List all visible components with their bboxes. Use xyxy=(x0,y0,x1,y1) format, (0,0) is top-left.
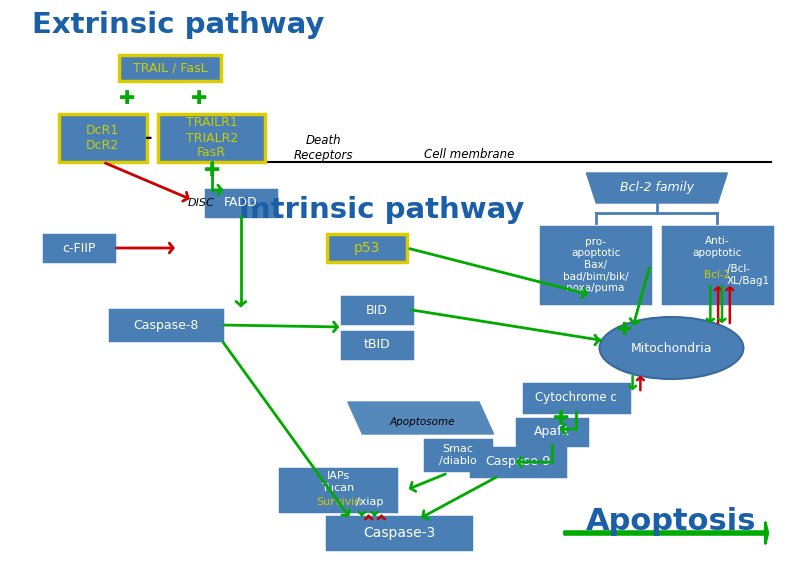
FancyBboxPatch shape xyxy=(119,55,221,81)
FancyBboxPatch shape xyxy=(280,469,397,511)
Text: Bcl-2: Bcl-2 xyxy=(703,270,729,280)
Text: Survivin: Survivin xyxy=(317,497,362,507)
FancyBboxPatch shape xyxy=(541,227,650,303)
Text: DISC: DISC xyxy=(188,198,215,208)
FancyBboxPatch shape xyxy=(425,440,491,470)
Text: Cell membrane: Cell membrane xyxy=(424,148,515,161)
Text: TRAIL / FasL: TRAIL / FasL xyxy=(132,61,208,74)
FancyBboxPatch shape xyxy=(206,190,276,216)
Text: Caspase-9: Caspase-9 xyxy=(485,455,550,469)
Text: /xiap: /xiap xyxy=(356,497,383,507)
FancyBboxPatch shape xyxy=(517,419,587,445)
Text: tBID: tBID xyxy=(364,339,390,351)
Text: DcR1
DcR2: DcR1 DcR2 xyxy=(86,124,120,152)
Text: Apoptosome: Apoptosome xyxy=(390,417,455,427)
Text: c-FIIP: c-FIIP xyxy=(62,241,95,255)
Text: Caspase-8: Caspase-8 xyxy=(133,318,199,332)
Text: p53: p53 xyxy=(354,241,380,255)
Text: ✚: ✚ xyxy=(119,89,135,107)
Text: Intrinsic pathway: Intrinsic pathway xyxy=(239,196,524,224)
FancyBboxPatch shape xyxy=(59,114,147,162)
Ellipse shape xyxy=(600,317,744,379)
FancyBboxPatch shape xyxy=(342,332,412,358)
FancyBboxPatch shape xyxy=(342,297,412,323)
Text: Caspase-3: Caspase-3 xyxy=(364,526,436,540)
Text: Apaf1: Apaf1 xyxy=(534,426,570,438)
Text: TRAILR1
TRIALR2
FasR: TRAILR1 TRIALR2 FasR xyxy=(185,117,238,160)
FancyBboxPatch shape xyxy=(327,234,407,262)
FancyBboxPatch shape xyxy=(327,517,471,549)
Text: BID: BID xyxy=(366,303,388,317)
Text: ✚: ✚ xyxy=(617,321,632,339)
Text: IAPs
Tucan: IAPs Tucan xyxy=(322,471,354,493)
Text: Bcl-2 family: Bcl-2 family xyxy=(620,182,694,194)
Text: Cytochrome c: Cytochrome c xyxy=(535,392,617,404)
FancyBboxPatch shape xyxy=(158,114,265,162)
FancyBboxPatch shape xyxy=(524,384,629,412)
Text: pro-
apoptotic
Bax/
bad/bim/bik/
noxa/puma: pro- apoptotic Bax/ bad/bim/bik/ noxa/pu… xyxy=(563,237,629,293)
FancyBboxPatch shape xyxy=(110,310,222,340)
Text: Death
Receptors: Death Receptors xyxy=(294,134,353,162)
FancyBboxPatch shape xyxy=(471,448,565,476)
Text: ✚: ✚ xyxy=(554,408,569,427)
FancyBboxPatch shape xyxy=(663,227,771,303)
Text: ✚: ✚ xyxy=(204,161,220,179)
Text: Mitochondria: Mitochondria xyxy=(630,342,712,354)
Text: Extrinsic pathway: Extrinsic pathway xyxy=(32,11,324,39)
Text: /Bcl-
XL/Bag1: /Bcl- XL/Bag1 xyxy=(727,264,770,286)
Text: -: - xyxy=(145,129,152,147)
Text: Anti-
apoptotic: Anti- apoptotic xyxy=(692,236,742,258)
Text: Apoptosis: Apoptosis xyxy=(585,508,756,536)
FancyBboxPatch shape xyxy=(44,235,113,261)
Polygon shape xyxy=(348,402,493,434)
Polygon shape xyxy=(586,173,727,203)
Text: FADD: FADD xyxy=(224,197,257,209)
Text: ✚: ✚ xyxy=(191,89,208,107)
Text: Smac
/diablo: Smac /diablo xyxy=(439,444,477,466)
